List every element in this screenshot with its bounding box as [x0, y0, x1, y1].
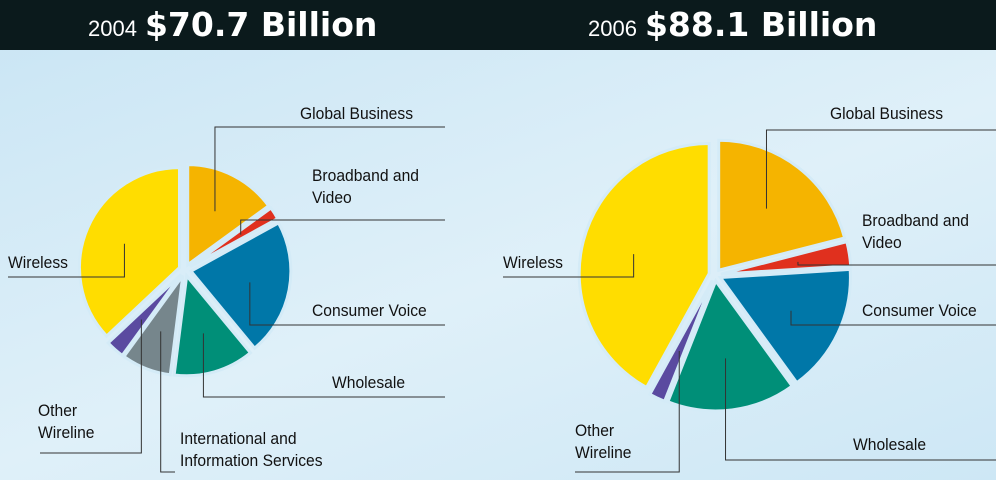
- leader-line: [240, 219, 445, 235]
- pie-slice: [577, 142, 711, 390]
- total: $70.7 Billion: [144, 5, 378, 44]
- pie-slice: [121, 274, 185, 377]
- pie-slice: [172, 272, 253, 378]
- pie-slice: [720, 239, 853, 276]
- leader-line: [249, 282, 445, 326]
- slice-label: Consumer Voice: [862, 301, 977, 320]
- slice-label: Global Business: [830, 104, 944, 123]
- pie-slice: [717, 138, 847, 273]
- pie-slice: [665, 277, 795, 413]
- slice-label: Wholesale: [332, 373, 406, 392]
- leader-line: [202, 333, 445, 398]
- pie-slice: [77, 166, 181, 339]
- leader-line: [503, 254, 635, 278]
- leader-line: [575, 351, 680, 473]
- leader-line: [8, 243, 125, 278]
- slice-label: Other Wireline: [575, 421, 632, 462]
- total: $88.1 Billion: [644, 5, 878, 44]
- slice-label: Wireless: [503, 253, 563, 272]
- leader-line: [160, 331, 175, 473]
- header: 2006 $88.1 Billion: [588, 0, 877, 50]
- pie-slice: [188, 220, 293, 351]
- slice-label: Broadband and Video: [862, 211, 969, 252]
- leader-line: [40, 319, 142, 454]
- pie-slice: [717, 267, 852, 385]
- header-bar: [0, 0, 996, 50]
- leader-line: [214, 126, 445, 212]
- slice-label: Wireless: [8, 253, 68, 272]
- leader-line: [725, 358, 996, 461]
- leader-line: [765, 129, 996, 209]
- slice-label: Other Wireline: [38, 401, 95, 442]
- pie-slice: [189, 205, 280, 269]
- leader-line: [797, 261, 996, 266]
- slice-label: Consumer Voice: [312, 301, 427, 320]
- pie-slice: [106, 273, 183, 358]
- pie-slice: [647, 279, 714, 404]
- header: 2004 $70.7 Billion: [88, 0, 377, 50]
- leader-line: [790, 310, 996, 326]
- year: 2006: [588, 16, 637, 41]
- slice-label: International and Information Services: [180, 429, 323, 470]
- pie-slice: [186, 163, 271, 268]
- year: 2004: [88, 16, 137, 41]
- slice-label: Wholesale: [853, 435, 927, 454]
- slice-label: Broadband and Video: [312, 166, 419, 207]
- slice-label: Global Business: [300, 104, 414, 123]
